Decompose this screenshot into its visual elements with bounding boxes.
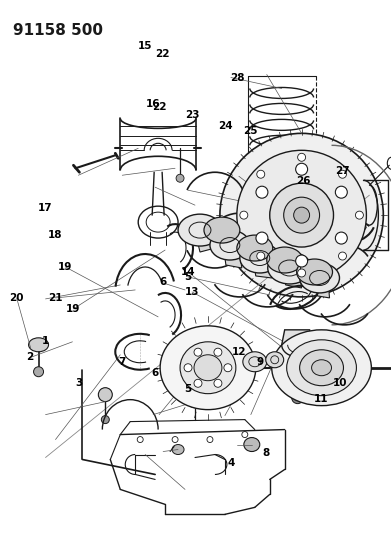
Text: 16: 16 — [146, 99, 160, 109]
Text: 20: 20 — [9, 293, 24, 303]
Ellipse shape — [160, 326, 256, 410]
Text: 24: 24 — [218, 120, 232, 131]
Ellipse shape — [268, 252, 312, 284]
Text: 10: 10 — [333, 378, 348, 389]
Ellipse shape — [267, 247, 303, 273]
Text: 17: 17 — [38, 203, 53, 213]
Ellipse shape — [298, 154, 306, 161]
Text: 9: 9 — [257, 357, 264, 367]
Ellipse shape — [257, 170, 265, 178]
Polygon shape — [280, 330, 314, 360]
Ellipse shape — [214, 348, 222, 356]
Text: 4: 4 — [227, 458, 235, 468]
Ellipse shape — [220, 133, 383, 297]
Polygon shape — [282, 260, 301, 288]
Ellipse shape — [292, 392, 304, 403]
Ellipse shape — [256, 232, 268, 244]
Ellipse shape — [178, 214, 222, 246]
Text: 25: 25 — [243, 126, 258, 136]
Ellipse shape — [34, 367, 44, 377]
Text: 19: 19 — [66, 304, 80, 314]
Ellipse shape — [312, 360, 332, 376]
Ellipse shape — [266, 352, 284, 368]
Text: 27: 27 — [335, 166, 350, 176]
Text: 3: 3 — [75, 378, 82, 389]
Text: 7: 7 — [118, 357, 125, 367]
Ellipse shape — [194, 348, 202, 356]
Text: 18: 18 — [48, 230, 63, 240]
Ellipse shape — [184, 364, 192, 372]
Ellipse shape — [257, 252, 265, 260]
Polygon shape — [252, 250, 272, 278]
Text: 12: 12 — [232, 346, 246, 357]
Ellipse shape — [256, 186, 268, 198]
Polygon shape — [192, 218, 215, 252]
Ellipse shape — [237, 235, 273, 261]
Ellipse shape — [339, 252, 347, 260]
Ellipse shape — [102, 416, 109, 424]
Ellipse shape — [287, 340, 356, 395]
Ellipse shape — [214, 379, 222, 387]
Ellipse shape — [240, 243, 280, 273]
Text: 8: 8 — [263, 448, 270, 457]
Ellipse shape — [356, 211, 363, 219]
Ellipse shape — [29, 338, 49, 352]
Ellipse shape — [176, 174, 184, 182]
Ellipse shape — [194, 379, 202, 387]
Ellipse shape — [298, 269, 306, 277]
Text: 26: 26 — [296, 176, 311, 187]
Ellipse shape — [296, 255, 308, 267]
Ellipse shape — [98, 387, 112, 402]
Text: 5: 5 — [185, 384, 192, 394]
Polygon shape — [222, 235, 242, 268]
Ellipse shape — [243, 352, 267, 372]
Ellipse shape — [188, 395, 202, 408]
Ellipse shape — [335, 232, 347, 244]
Text: 22: 22 — [156, 49, 170, 59]
Ellipse shape — [204, 217, 240, 243]
Text: 13: 13 — [185, 287, 200, 297]
Ellipse shape — [299, 350, 343, 386]
Ellipse shape — [224, 364, 232, 372]
Ellipse shape — [244, 438, 260, 451]
Ellipse shape — [335, 186, 347, 198]
Text: 2: 2 — [26, 352, 34, 362]
Text: 91158 500: 91158 500 — [13, 22, 103, 38]
Text: 11: 11 — [314, 394, 328, 405]
Ellipse shape — [240, 211, 248, 219]
Text: 5: 5 — [185, 272, 192, 282]
Text: 19: 19 — [58, 262, 73, 271]
Text: 6: 6 — [159, 278, 167, 287]
Text: 1: 1 — [42, 336, 49, 346]
Ellipse shape — [272, 330, 371, 406]
Ellipse shape — [270, 183, 334, 247]
Polygon shape — [314, 272, 330, 298]
Ellipse shape — [294, 207, 310, 223]
Ellipse shape — [297, 259, 332, 285]
Ellipse shape — [180, 342, 236, 394]
Text: 14: 14 — [181, 267, 196, 277]
Text: 22: 22 — [152, 102, 166, 112]
Text: 6: 6 — [151, 368, 159, 378]
Ellipse shape — [172, 385, 184, 394]
Text: 28: 28 — [230, 73, 244, 83]
Ellipse shape — [339, 170, 347, 178]
Text: 23: 23 — [185, 110, 200, 120]
Ellipse shape — [284, 197, 319, 233]
Text: 21: 21 — [48, 293, 63, 303]
Ellipse shape — [237, 150, 367, 280]
Ellipse shape — [296, 163, 308, 175]
Ellipse shape — [299, 263, 339, 293]
Ellipse shape — [172, 445, 184, 455]
Ellipse shape — [210, 230, 250, 260]
Text: 15: 15 — [138, 41, 152, 51]
Ellipse shape — [194, 355, 222, 381]
